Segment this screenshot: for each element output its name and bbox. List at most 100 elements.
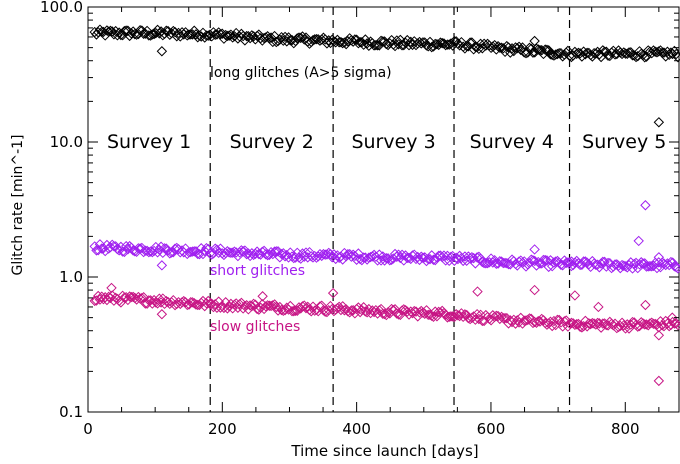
data-point <box>428 41 439 52</box>
data-point <box>89 26 100 38</box>
x-tick-label: 800 <box>611 420 640 438</box>
data-point <box>405 36 416 48</box>
data-point <box>225 298 237 310</box>
data-point <box>426 250 437 261</box>
data-point <box>297 31 308 42</box>
data-point <box>587 317 598 329</box>
data-point <box>339 305 350 316</box>
data-point <box>363 303 375 315</box>
data-point <box>454 40 465 51</box>
data-point <box>670 48 680 60</box>
data-point <box>513 41 525 52</box>
data-point <box>267 248 279 260</box>
x-tick-label: 400 <box>342 420 371 438</box>
data-point <box>538 314 549 326</box>
data-point <box>129 246 141 257</box>
data-point <box>319 249 331 260</box>
data-point <box>510 318 521 329</box>
data-point <box>143 246 155 258</box>
data-point <box>540 44 551 55</box>
data-point <box>519 47 530 58</box>
data-point <box>156 46 168 57</box>
data-point <box>643 261 654 272</box>
data-point <box>566 256 577 267</box>
y-axis: 0.1 1.0 10.0 100.0 <box>40 0 679 421</box>
data-point <box>529 255 540 267</box>
data-point <box>379 308 390 320</box>
data-point <box>650 46 661 57</box>
data-point <box>485 253 497 264</box>
data-point <box>278 305 289 317</box>
data-point <box>447 250 458 262</box>
data-point <box>375 35 387 47</box>
data-point <box>271 301 282 313</box>
data-point <box>120 240 132 252</box>
series-labels: long glitches (A>5 sigma) short glitches s… <box>210 65 392 335</box>
data-point <box>471 252 483 263</box>
data-point <box>138 292 149 303</box>
data-point <box>410 306 422 317</box>
data-point <box>141 25 153 37</box>
data-point <box>569 290 581 301</box>
data-point <box>327 287 339 299</box>
data-point <box>145 246 156 257</box>
plot-border <box>87 6 680 413</box>
data-point <box>110 25 121 37</box>
data-point <box>489 39 500 51</box>
data-point <box>330 37 341 48</box>
series-label: short glitches <box>210 263 305 279</box>
data-point <box>494 256 506 267</box>
data-point <box>213 296 224 307</box>
data-point <box>538 254 549 266</box>
data-point <box>560 257 572 269</box>
data-point <box>588 318 600 329</box>
data-point <box>593 301 604 313</box>
data-point <box>513 256 525 267</box>
data-point <box>529 244 540 255</box>
x-tick-label: 0 <box>83 420 93 438</box>
data-point <box>524 257 535 269</box>
x-axis: 0 200 400 600 800 <box>83 7 660 438</box>
data-point <box>154 293 165 304</box>
data-point <box>393 309 404 320</box>
data-point <box>344 248 355 260</box>
survey-boundaries <box>209 7 571 412</box>
y-tick-label: 10.0 <box>50 133 83 151</box>
data-point <box>187 29 198 40</box>
data-point <box>120 291 132 303</box>
data-point <box>391 35 403 46</box>
data-point <box>337 37 348 49</box>
data-point <box>566 260 577 272</box>
data-point <box>337 254 348 265</box>
data-point <box>541 44 553 56</box>
data-point <box>471 309 483 320</box>
data-point <box>475 38 486 50</box>
data-point <box>407 39 418 51</box>
data-point <box>152 24 163 36</box>
data-point <box>639 52 650 63</box>
data-point <box>328 249 340 260</box>
plot-frame <box>87 6 680 413</box>
data-point <box>230 298 242 309</box>
data-point <box>618 260 630 271</box>
data-point <box>267 300 279 311</box>
data-point <box>319 34 331 45</box>
data-point <box>592 259 603 270</box>
data-point <box>653 322 664 333</box>
data-point <box>550 256 561 267</box>
data-point <box>140 28 151 39</box>
data-point <box>290 305 301 317</box>
data-point <box>384 255 396 266</box>
data-point <box>384 38 396 49</box>
data-point <box>250 34 261 45</box>
data-point <box>667 312 678 323</box>
data-point <box>182 30 193 41</box>
data-series <box>89 24 680 387</box>
data-point <box>520 261 532 272</box>
data-point <box>498 43 509 54</box>
data-point <box>578 256 589 267</box>
data-point <box>168 246 179 258</box>
data-point <box>347 36 359 47</box>
data-point <box>546 260 558 272</box>
